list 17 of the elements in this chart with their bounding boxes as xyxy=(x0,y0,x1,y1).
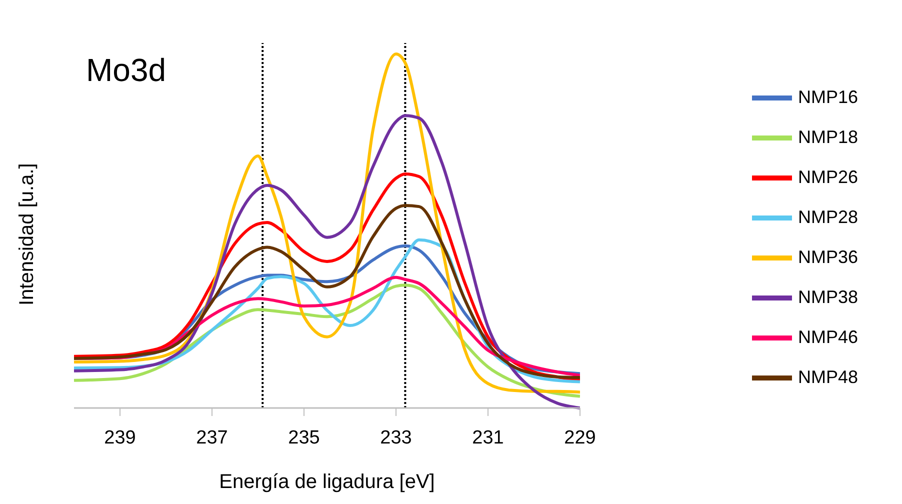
legend-label: NMP16 xyxy=(798,86,858,107)
legend-label: NMP36 xyxy=(798,246,858,267)
x-tick-label: 233 xyxy=(380,427,412,448)
legend-label: NMP48 xyxy=(798,366,858,387)
y-axis-title: Intensidad [u.a.] xyxy=(16,163,38,306)
x-tick-label: 231 xyxy=(472,427,504,448)
chart-title: Mo3d xyxy=(86,52,166,89)
x-tick-label: 237 xyxy=(196,427,228,448)
x-tick-label: 229 xyxy=(564,427,596,448)
legend-label: NMP28 xyxy=(798,206,858,227)
legend-label: NMP18 xyxy=(798,126,858,147)
legend-label: NMP46 xyxy=(798,326,858,347)
x-tick-label: 235 xyxy=(288,427,320,448)
legend-label: NMP38 xyxy=(798,286,858,307)
x-axis-title: Energía de ligadura [eV] xyxy=(219,471,435,493)
legend-label: NMP26 xyxy=(798,166,858,187)
x-tick-label: 239 xyxy=(104,427,136,448)
